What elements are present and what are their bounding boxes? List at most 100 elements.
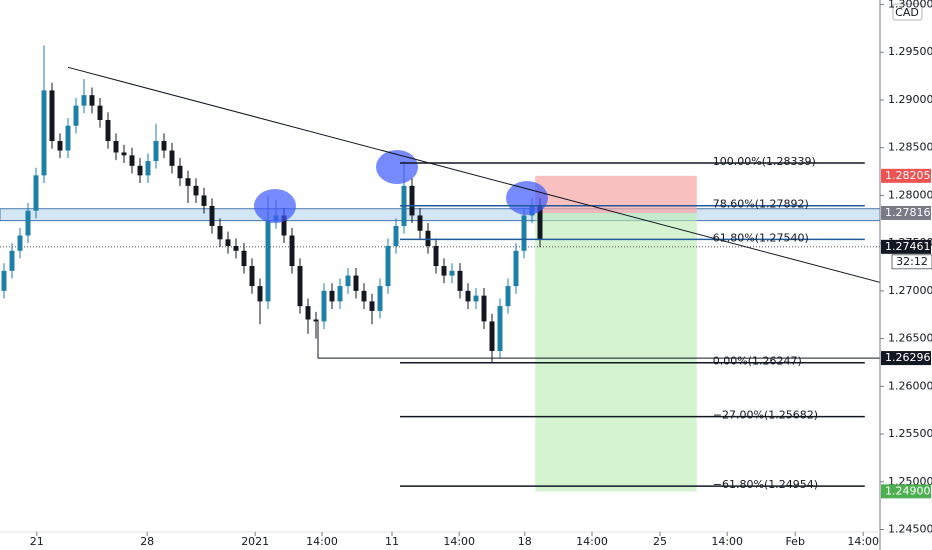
zone (0, 208, 880, 222)
candle-body (289, 235, 295, 267)
target-zone (535, 212, 697, 492)
candle-body (153, 140, 159, 162)
x-tick-label: 2021 (241, 535, 269, 548)
candle-body (337, 286, 343, 302)
candle-body (145, 161, 151, 176)
highlight-circle (506, 181, 548, 215)
candle-body (513, 250, 519, 287)
candle-body (169, 150, 175, 166)
y-tick-label: 1.26000 (888, 379, 932, 392)
countdown: 32:12 (896, 255, 928, 268)
candle-body (425, 230, 431, 247)
price-tag (881, 351, 931, 366)
candle-body (129, 155, 135, 166)
fib-label: 61.80%(1.27540) (713, 231, 809, 244)
x-tick-label: 21 (30, 535, 44, 548)
x-tick-label: 14:00 (576, 535, 608, 548)
candle-body (281, 215, 287, 236)
candle-body (25, 210, 31, 236)
candle-body (297, 266, 303, 307)
trendline (67, 66, 880, 283)
x-tick-label: Feb (785, 535, 804, 548)
candle-body (345, 275, 351, 287)
x-tick-label: 18 (518, 535, 532, 548)
background-layer (0, 175, 880, 492)
price-tag-label: 1.27461 (885, 240, 931, 253)
candle-body (225, 239, 231, 247)
fib-label: −27.00%(1.25682) (713, 409, 818, 422)
y-tick-label: 1.26500 (888, 332, 932, 345)
fib-label: 100.00%(1.28339) (713, 155, 816, 168)
stop-zone (535, 175, 697, 213)
candle-body (209, 205, 215, 226)
candle-body (89, 95, 95, 106)
candle-body (161, 140, 167, 151)
candle-body (185, 178, 191, 186)
countdown-box (891, 254, 932, 270)
candle-body (201, 195, 207, 206)
fib-label: −61.80%(1.24954) (713, 478, 818, 491)
candle-body (257, 286, 263, 302)
price-tag-label: 1.24900 (885, 484, 931, 497)
x-tick-label: 14:00 (306, 535, 338, 548)
candle-body (449, 270, 455, 276)
candle-body (241, 250, 247, 267)
candle-body (377, 286, 383, 311)
candle-body (457, 270, 463, 291)
y-tick-label: 1.24500 (888, 523, 932, 536)
candle-body (57, 140, 63, 151)
candle-body (121, 152, 127, 156)
highlight-circle (254, 189, 296, 223)
candle-body (233, 246, 239, 251)
price-tag (881, 205, 931, 220)
x-tick-label: 28 (140, 535, 154, 548)
annotation-layer: 100.00%(1.28339) 78.60%(1.27892) 61.80%(1.… (67, 66, 880, 491)
x-tick-label: 14:00 (711, 535, 743, 548)
x-tick-label: 14:00 (847, 535, 879, 548)
candle-body (305, 306, 311, 320)
candle-layer (1, 45, 543, 363)
candle-body (353, 275, 359, 291)
candle-body (41, 90, 47, 176)
price-tag-label: 1.28205 (885, 169, 931, 182)
candle-body (137, 165, 143, 176)
y-tick-label: 1.30000 (888, 0, 932, 10)
price-tag (881, 484, 931, 499)
x-tick-label: 14:00 (443, 535, 475, 548)
candle-body (481, 295, 487, 322)
fib-label: 78.60%(1.27892) (713, 198, 809, 211)
candle-body (97, 105, 103, 120)
y-tick-label: 1.28000 (888, 188, 932, 201)
price-tag-label: 1.26296 (885, 351, 931, 364)
candle-body (385, 246, 391, 287)
y-tick-label: 1.25500 (888, 427, 932, 440)
price-tag (881, 168, 931, 183)
y-tick-label: 1.27000 (888, 284, 932, 297)
candle-body (105, 119, 111, 141)
x-tick-label: 11 (385, 535, 399, 548)
candle-body (433, 246, 439, 267)
candle-body (321, 290, 327, 322)
candle-body (17, 235, 23, 251)
candle-body (441, 266, 447, 276)
candle-body (9, 250, 15, 271)
candle-body (465, 290, 471, 302)
candle-body (369, 301, 375, 311)
candle-body (537, 205, 543, 240)
candle-body (193, 185, 199, 196)
candle-body (73, 105, 79, 126)
y-tick-label: 1.29000 (888, 93, 932, 106)
candle-body (65, 125, 71, 151)
candle-body (113, 140, 119, 153)
fib-label: 0.00%(1.26247) (713, 355, 802, 368)
currency[interactable]: CAD (895, 6, 919, 19)
candle-body (393, 225, 399, 247)
highlight-circle (376, 150, 418, 184)
currency-box[interactable] (892, 3, 923, 21)
candle-body (313, 319, 319, 322)
candle-body (497, 306, 503, 352)
y-tick-label: 1.29500 (888, 45, 932, 58)
y-tick-label: 1.28500 (888, 141, 932, 154)
candle-body (177, 165, 183, 179)
